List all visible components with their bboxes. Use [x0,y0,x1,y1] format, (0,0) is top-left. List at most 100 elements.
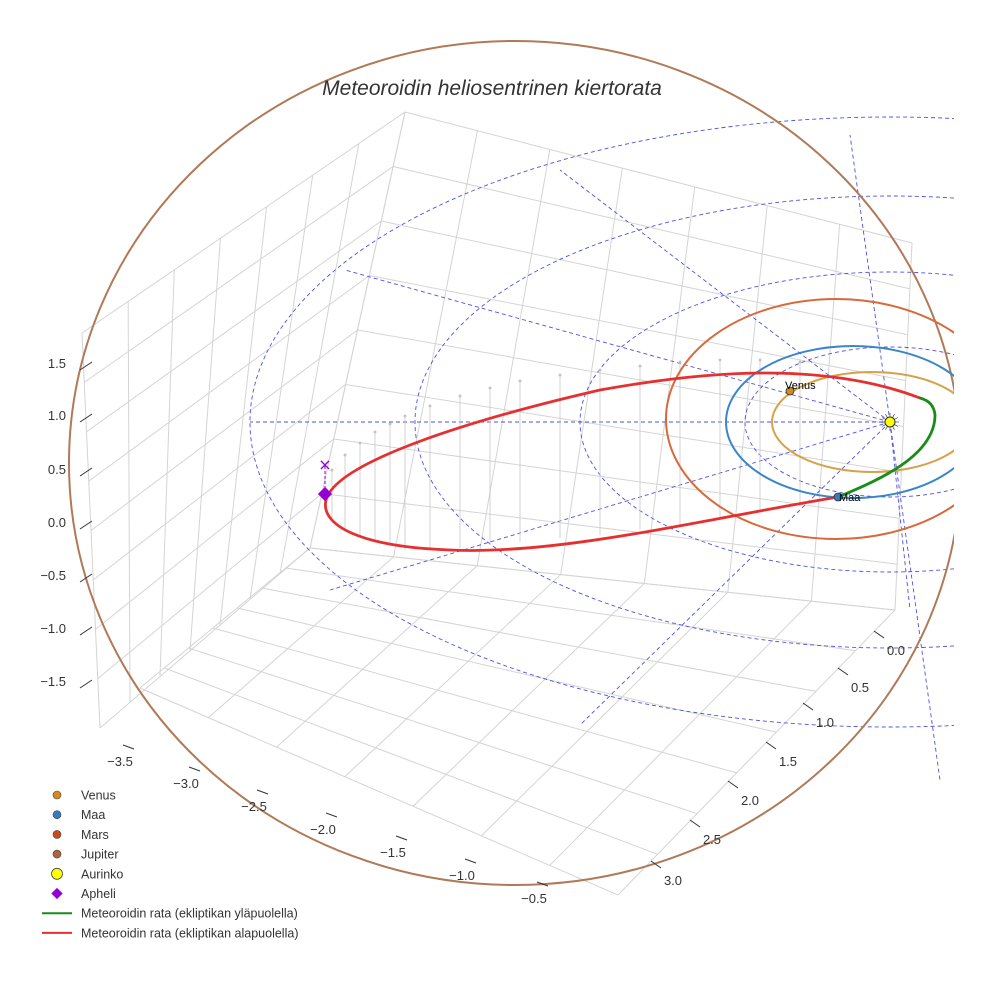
drop-line-head [388,422,392,426]
back-wall-hline [357,329,904,427]
x-tick-mark [325,812,338,818]
drop-line-head [403,414,407,418]
left-wall-hline [88,275,370,482]
z-tick-label: −0.5 [40,568,66,583]
aphelion-marker [317,486,333,502]
floor-grid [139,547,896,896]
legend-item: Aurinko [51,867,123,881]
y-tick-label: 2.5 [703,832,721,847]
floor-line-x [309,547,896,611]
back-wall-hline [345,384,902,473]
ecliptic-radial [849,134,891,423]
ecliptic-grid [249,116,954,781]
legend-item: Maa [52,808,105,822]
drop-line-head [358,441,362,445]
venus-label: Venus [785,380,816,392]
floor-line-y [549,600,812,866]
y-tick-label: 3.0 [664,873,682,888]
back-wall-hline [369,275,906,382]
y-axis: 0.0 0.5 1.0 1.5 2.0 2.5 3.0 [650,630,905,888]
floor-line-x [188,647,698,815]
left-wall-hline [86,220,382,433]
legend-label: Jupiter [81,848,119,862]
legend-label: Meteoroidin rata (ekliptikan alapuolella… [81,926,298,940]
floor-line-x [164,667,658,855]
ecliptic-radial [889,421,941,781]
legend-marker [52,849,62,859]
y-tick-label: 0.5 [851,680,869,695]
earth-marker [833,492,843,502]
x-tick-mark [536,881,549,887]
drop-line-head [718,358,722,362]
floor-line-y [481,591,729,837]
drop-line-head [428,404,432,408]
legend-label: Aurinko [81,867,123,881]
back-wall-hline [381,220,908,336]
z-tick-mark [79,573,93,583]
drop-line-head [343,453,347,457]
left-wall-hline [90,329,358,531]
floor-line-y [139,547,311,689]
floor-line-x [212,627,737,774]
legend-item: Meteoroidin rata (ekliptikan yläpuolella… [42,907,298,921]
drop-line-head [758,358,762,362]
left-wall-hline [83,166,394,383]
back-wall-grid [309,111,913,611]
x-tick-label: −0.5 [521,891,547,906]
sun-marker [881,413,899,431]
legend-marker [51,867,63,880]
drop-lines [330,358,802,550]
legend-item: Jupiter [52,848,119,862]
left-wall-hline [95,438,335,630]
x-tick-label: −3.0 [173,776,199,791]
y-tick-mark [765,741,777,750]
ecliptic-ring [249,116,954,728]
z-tick-mark [79,361,93,371]
z-tick-label: 1.0 [48,408,66,423]
left-wall-hline [97,493,323,680]
x-tick-label: −1.0 [449,868,475,883]
meteoroid-orbit-above-ecliptic [836,396,937,499]
legend-marker [51,887,63,900]
x-tick-label: −2.5 [241,799,267,814]
z-tick-label: −1.0 [40,621,66,636]
x-tick-label: −1.5 [380,845,406,860]
y-tick-mark [873,630,885,639]
drop-line-head [678,360,682,364]
legend-marker [52,830,62,839]
x-tick-mark [122,744,135,750]
floor-line-x [285,567,856,652]
drop-line-head [373,430,377,434]
y-tick-mark [837,667,849,676]
left-wall-grid [81,111,406,729]
y-tick-label: 0.0 [887,643,905,658]
earth-label: Maa [839,492,861,504]
z-tick-mark [79,520,93,530]
y-tick-label: 1.5 [779,754,797,769]
z-tick-mark [79,626,93,636]
chart-title: Meteoroidin heliosentrinen kiertorata [322,77,662,100]
floor-line-y [617,609,896,896]
drop-line-head [638,364,642,368]
sun-ray [882,417,886,420]
legend: Venus Maa Mars Jupiter Aurinko Apheli Meteoroi… [42,789,298,940]
ecliptic-radial [579,421,891,726]
y-tick-mark [689,819,701,828]
floor-line-y [412,583,645,807]
drop-line-head [458,394,462,398]
floor-line-y [344,574,562,778]
venus-orbit [771,371,954,473]
ecliptic-radial [889,421,911,611]
floor-line-x [139,687,619,896]
z-tick-label: −1.5 [40,674,66,689]
legend-item: Mars [52,828,109,842]
axis-grid [81,111,913,896]
mars-orbit [665,298,954,540]
back-wall-hline [393,166,910,290]
drop-line-head [798,360,802,364]
back-wall-hline [404,111,913,244]
drop-line-head [330,468,334,472]
y-tick-label: 2.0 [741,793,759,808]
venus-marker [785,386,795,396]
